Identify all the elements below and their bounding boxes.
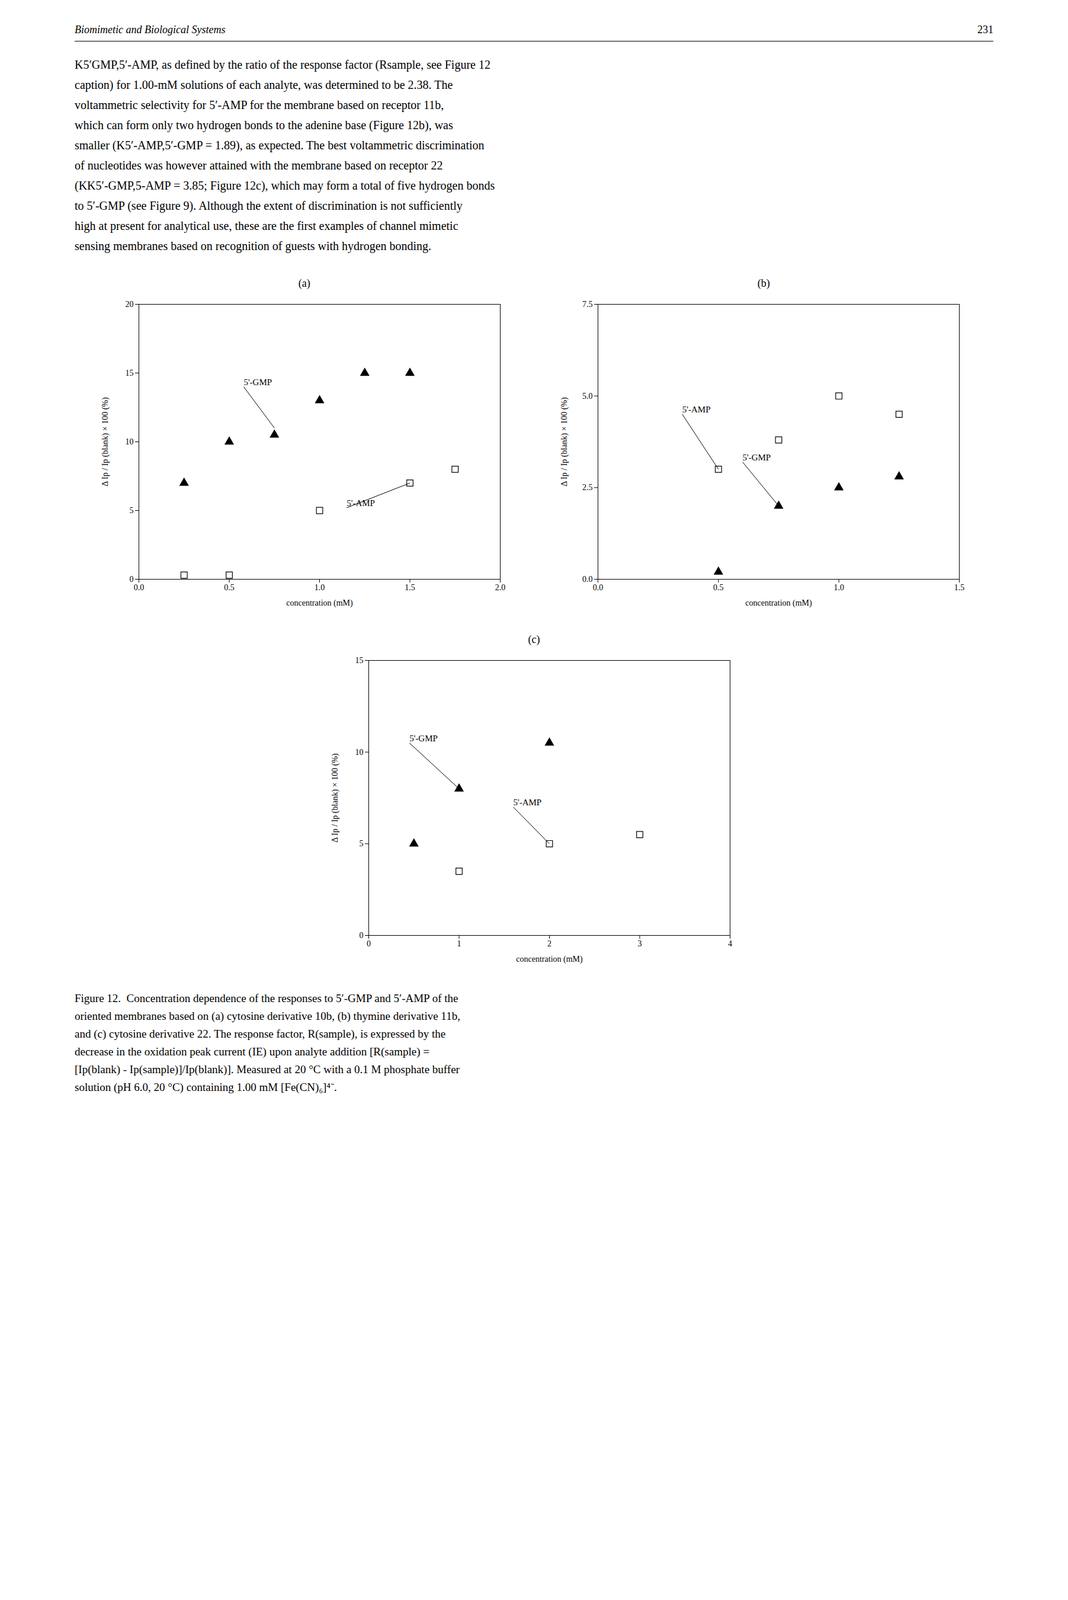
- html-text:high at present for analytical: high at present for analytical use, thes…: [74, 219, 459, 233]
- html-text:sensing membranes based on rec: sensing membranes based on recognition o…: [74, 239, 432, 253]
- svg-text:5'-GMP: 5'-GMP: [742, 452, 772, 463]
- svg-text:0: 0: [129, 574, 134, 584]
- svg-text:1.5: 1.5: [954, 582, 965, 592]
- html-text:decrease in the oxidation peak: decrease in the oxidation peak current (…: [74, 1044, 430, 1058]
- svg-text:1: 1: [456, 938, 461, 948]
- svg-text:0.0: 0.0: [582, 574, 593, 584]
- svg-text:0.0: 0.0: [133, 582, 145, 592]
- svg-text:5'-AMP: 5'-AMP: [682, 404, 711, 415]
- svg-text:1.5: 1.5: [404, 582, 416, 592]
- html-text:of nucleotides was however att: of nucleotides was however attained with…: [74, 158, 443, 172]
- html-text:caption) for 1.00-mM solutions: caption) for 1.00-mM solutions of each a…: [74, 78, 453, 92]
- svg-text:Δ Ip / Ip (blank) × 100 (%): Δ Ip / Ip (blank) × 100 (%): [330, 752, 341, 843]
- svg-text:10: 10: [354, 747, 364, 757]
- html-text:231: 231: [977, 23, 994, 36]
- svg-text:4: 4: [727, 938, 733, 948]
- svg-text:5: 5: [358, 838, 364, 848]
- svg-text:15: 15: [354, 655, 364, 665]
- svg-text:2.5: 2.5: [582, 482, 593, 492]
- html-text:Biomimetic and Biological Syst: Biomimetic and Biological Systems: [74, 23, 226, 36]
- svg-text:7.5: 7.5: [582, 299, 593, 309]
- svg-text:0.5: 0.5: [713, 582, 724, 592]
- html-text:(KK5′-GMP,5-AMP = 3.85; Figure: (KK5′-GMP,5-AMP = 3.85; Figure 12c), whi…: [74, 178, 495, 192]
- svg-text:2: 2: [547, 938, 552, 948]
- html-text:(c): (c): [528, 633, 540, 646]
- svg-text:20: 20: [124, 299, 134, 309]
- svg-text:concentration (mM): concentration (mM): [515, 954, 583, 964]
- html-text:voltammetric selectivity for 5: voltammetric selectivity for 5′-AMP for …: [74, 98, 444, 112]
- svg-text:10: 10: [124, 437, 134, 447]
- svg-text:5'-AMP: 5'-AMP: [346, 498, 375, 508]
- html-text:which can form only two hydrog: which can form only two hydrogen bonds t…: [74, 118, 454, 132]
- svg-text:3: 3: [637, 938, 642, 948]
- svg-text:2.0: 2.0: [495, 582, 506, 592]
- svg-text:Δ Ip / Ip (blank) × 100 (%): Δ Ip / Ip (blank) × 100 (%): [100, 396, 111, 487]
- svg-text:Δ Ip / Ip (blank) × 100 (%): Δ Ip / Ip (blank) × 100 (%): [560, 396, 570, 487]
- html-text:to 5′-GMP (see Figure 9). Alth: to 5′-GMP (see Figure 9). Although the e…: [74, 199, 463, 213]
- svg-text:concentration (mM): concentration (mM): [286, 598, 354, 608]
- html-text:(b): (b): [757, 277, 770, 290]
- html-text:Figure 12. Concentration depen: Figure 12. Concentration dependence of t…: [74, 991, 459, 1005]
- html-text:[Ip(blank) - Ip(sample)]/Ip(bl: [Ip(blank) - Ip(sample)]/Ip(blank)]. Mea…: [74, 1062, 460, 1076]
- svg-text:0.0: 0.0: [592, 582, 604, 592]
- svg-text:5'-GMP: 5'-GMP: [243, 377, 272, 387]
- svg-text:5'-AMP: 5'-AMP: [512, 797, 542, 807]
- html-text:K5′GMP,5′-AMP, as defined by t: K5′GMP,5′-AMP, as defined by the ratio o…: [74, 58, 491, 72]
- svg-text:5: 5: [129, 505, 134, 515]
- html-text:and (c) cytosine derivative 22: and (c) cytosine derivative 22. The resp…: [74, 1027, 446, 1040]
- html-text:oriented membranes based on (a: oriented membranes based on (a) cytosine…: [74, 1009, 461, 1022]
- svg-text:0: 0: [358, 930, 364, 940]
- svg-text:5'-GMP: 5'-GMP: [409, 733, 438, 743]
- svg-text:0.5: 0.5: [223, 582, 235, 592]
- svg-text:1.0: 1.0: [314, 582, 326, 592]
- svg-text:1.0: 1.0: [834, 582, 845, 592]
- svg-text:5.0: 5.0: [582, 391, 593, 401]
- svg-text:0: 0: [366, 938, 371, 948]
- html-text:smaller (K5′-AMP,5′-GMP = 1.89: smaller (K5′-AMP,5′-GMP = 1.89), as expe…: [74, 138, 485, 152]
- svg-text:15: 15: [124, 368, 134, 378]
- html-text:(a): (a): [298, 277, 311, 290]
- html-text:solution (pH 6.0, 20 °C) conta: solution (pH 6.0, 20 °C) containing 1.00…: [74, 1080, 337, 1093]
- svg-text:concentration (mM): concentration (mM): [745, 598, 813, 608]
